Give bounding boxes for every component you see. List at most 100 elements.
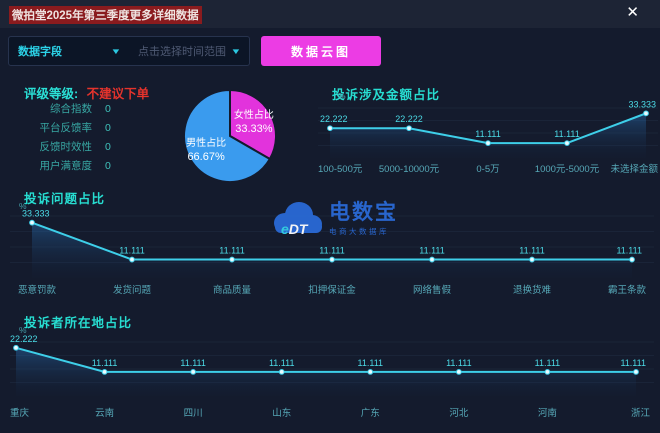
x-axis-label: 四川 xyxy=(184,408,203,419)
data-point[interactable] xyxy=(564,140,570,147)
pie-slice[interactable] xyxy=(183,88,272,183)
x-axis-label: 重庆 xyxy=(10,407,30,419)
value-label: 11.111 xyxy=(475,129,501,139)
x-axis-label: 山东 xyxy=(272,407,291,419)
x-axis-label: 河北 xyxy=(449,407,469,419)
data-point[interactable] xyxy=(278,368,285,375)
data-cloud-button[interactable]: 数据云图 xyxy=(261,36,381,66)
x-axis-label: 河南 xyxy=(538,407,557,419)
data-point[interactable] xyxy=(129,256,135,263)
value-label: 11.111 xyxy=(419,246,445,256)
metric-label: 反馈时效性 xyxy=(39,141,93,153)
x-axis-label: 浙江 xyxy=(631,407,651,419)
regions-chart: 投诉者所在地占比 % 22.222 11.111 11.111 11.111 11.11… xyxy=(8,308,656,433)
regions-chart-title: 投诉者所在地占比 xyxy=(24,316,133,330)
y-axis-unit: % xyxy=(19,201,27,211)
x-axis-label: 扣押保证金 xyxy=(308,284,356,296)
data-point[interactable] xyxy=(633,368,639,375)
data-point[interactable] xyxy=(406,125,412,132)
area-fill xyxy=(330,113,646,158)
value-label: 22.222 xyxy=(395,114,423,124)
data-field-select[interactable]: 数据字段 ▼ xyxy=(9,37,129,65)
x-axis-label: 恶意罚款 xyxy=(18,284,57,296)
x-axis-label: 广东 xyxy=(361,407,380,419)
data-point[interactable] xyxy=(327,125,333,132)
rating-value: 不建议下单 xyxy=(86,87,150,101)
metric-row: 反馈时效性 0 xyxy=(8,137,168,156)
metric-value: 0 xyxy=(105,140,111,153)
metric-label: 平台反馈率 xyxy=(39,122,93,134)
title-bar: 微拍堂2025年第三季度更多详细数据 ✕ xyxy=(0,0,660,28)
metric-label: 综合指数 xyxy=(50,103,92,115)
data-line xyxy=(15,346,637,373)
metric-row: 综合指数 0 xyxy=(8,99,168,118)
time-range-select[interactable]: 点击选择时间范围 ▼ xyxy=(129,37,249,65)
close-icon[interactable]: ✕ xyxy=(626,4,639,21)
regions-chart-canvas[interactable]: 22.222 11.111 11.111 11.111 11.111 11.111 11.1… xyxy=(8,330,656,430)
pie-chart-canvas[interactable]: 女性占比 33.33% 男性占比 66.67% xyxy=(180,86,280,186)
metric-label: 用户满意度 xyxy=(39,160,93,172)
x-axis-label: 0-5万 xyxy=(476,164,499,175)
value-label: 11.111 xyxy=(446,358,472,368)
data-point[interactable] xyxy=(29,219,35,226)
value-label: 11.111 xyxy=(219,246,245,256)
amount-chart-canvas[interactable]: 22.222 22.222 11.111 11.111 33.333 100-500元 50… xyxy=(316,96,660,182)
time-range-placeholder: 点击选择时间范围 xyxy=(138,46,226,58)
data-point[interactable] xyxy=(13,344,19,351)
value-label: 22.222 xyxy=(320,114,348,124)
x-axis-label: 退换货难 xyxy=(513,284,552,296)
data-point[interactable] xyxy=(629,256,635,263)
issues-chart: 投诉问题占比 % 33.333 11.111 11.111 11.111 11.111 1… xyxy=(8,186,656,306)
value-label: 11.111 xyxy=(180,358,206,368)
data-point[interactable] xyxy=(229,256,235,263)
value-label: 11.111 xyxy=(535,358,561,368)
data-point[interactable] xyxy=(190,368,197,375)
dialog-title: 微拍堂2025年第三季度更多详细数据 xyxy=(9,6,202,24)
value-label: 33.333 xyxy=(22,209,50,219)
data-point[interactable] xyxy=(643,110,649,117)
amount-chart-title: % 投诉涉及金额占比 xyxy=(332,88,441,102)
chevron-down-icon: ▼ xyxy=(230,46,242,56)
filter-selects: 数据字段 ▼ 点击选择时间范围 ▼ xyxy=(8,36,250,66)
y-axis-unit: % xyxy=(338,91,347,101)
x-axis-label: 发货问题 xyxy=(113,284,152,296)
x-axis-label: 100-500元 xyxy=(318,164,363,175)
value-label: 11.111 xyxy=(319,246,345,256)
metric-row: 平台反馈率 0 xyxy=(8,118,168,137)
data-point[interactable] xyxy=(329,256,335,263)
pie-slice-label: 男性占比 66.67% xyxy=(186,136,226,163)
value-label: 11.111 xyxy=(119,246,145,256)
metric-row: 用户满意度 0 xyxy=(8,156,168,175)
value-label: 11.111 xyxy=(519,246,545,256)
x-axis-label: 1000元-5000元 xyxy=(535,164,600,175)
value-label: 11.111 xyxy=(616,246,642,256)
x-axis-label: 霸王条款 xyxy=(608,284,647,296)
data-point[interactable] xyxy=(529,256,535,263)
area-fill xyxy=(16,347,636,396)
rating-metrics: 综合指数 0 平台反馈率 0 反馈时效性 0 用户满意度 0 xyxy=(8,99,168,175)
issues-chart-title: 投诉问题占比 xyxy=(24,192,106,206)
data-field-select-value: 数据字段 xyxy=(18,46,62,58)
data-point[interactable] xyxy=(429,256,435,263)
x-axis-label: 商品质量 xyxy=(213,284,252,296)
value-label: 22.222 xyxy=(10,334,38,344)
amount-chart: % 投诉涉及金额占比 22.222 22.222 11.111 11.111 33.33… xyxy=(316,82,660,184)
value-label: 11.111 xyxy=(269,358,295,368)
rating-heading: 评级等级: 不建议下单 xyxy=(24,83,149,102)
area-fill xyxy=(32,222,632,278)
data-point[interactable] xyxy=(101,368,108,375)
data-point[interactable] xyxy=(544,368,551,375)
data-point[interactable] xyxy=(485,140,491,147)
data-point[interactable] xyxy=(455,368,462,375)
issues-chart-canvas[interactable]: 33.333 11.111 11.111 11.111 11.111 11.111 11.1… xyxy=(8,205,656,305)
metric-value: 0 xyxy=(105,121,111,134)
x-axis-label: 未选择金额 xyxy=(610,163,658,175)
rating-label: 评级等级: xyxy=(24,87,79,101)
data-point[interactable] xyxy=(367,368,374,375)
value-label: 11.111 xyxy=(620,358,646,368)
metric-value: 0 xyxy=(105,102,111,115)
value-label: 11.111 xyxy=(92,358,118,368)
x-axis-label: 网络售假 xyxy=(413,284,452,296)
value-label: 33.333 xyxy=(628,99,656,109)
